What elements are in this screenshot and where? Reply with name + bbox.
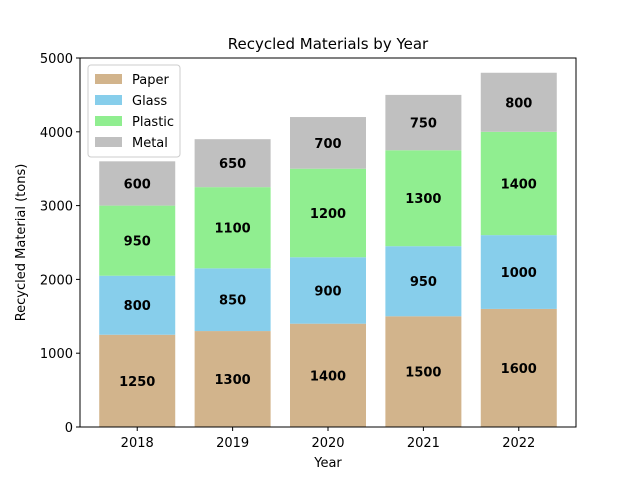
y-tick-label-1000: 1000: [40, 347, 73, 362]
data-label-metal-2020: 700: [314, 137, 341, 152]
bar-plastic-2019: [194, 187, 271, 269]
data-label-glass-2020: 900: [314, 284, 341, 299]
bar-metal-2020: [290, 117, 366, 169]
x-axis-label: Year: [313, 456, 342, 471]
data-label-plastic-2019: 1100: [215, 222, 251, 237]
bar-paper-2020: [290, 323, 366, 427]
legend-label-glass: Glass: [132, 94, 167, 109]
legend-swatch-metal: [95, 137, 122, 147]
x-tick-label-2020: 2020: [311, 436, 344, 451]
bar-paper-2018: [99, 334, 176, 427]
data-label-paper-2018: 1250: [119, 375, 155, 390]
bar-glass-2021: [385, 246, 462, 317]
legend-label-metal: Metal: [132, 136, 168, 151]
data-label-paper-2020: 1400: [310, 369, 346, 384]
x-tick-label-2021: 2021: [407, 436, 440, 451]
bar-glass-2022: [480, 235, 557, 309]
bars-group: [99, 72, 557, 427]
y-tick-label-2000: 2000: [40, 273, 73, 288]
bar-plastic-2020: [290, 168, 366, 258]
y-tick-label-5000: 5000: [40, 52, 73, 67]
legend: Paper Glass Plastic Metal: [87, 64, 181, 158]
bar-metal-2022: [480, 72, 557, 132]
bar-paper-2019: [194, 331, 271, 427]
bar-metal-2021: [385, 94, 462, 151]
data-label-glass-2019: 850: [219, 294, 246, 309]
bar-glass-2020: [290, 257, 366, 324]
x-tick-label-2018: 2018: [121, 436, 154, 451]
axes-group: 0 1000 2000 3000 4000 5000 2018 2019 2020 2021 202…: [40, 52, 577, 451]
bar-glass-2018: [99, 275, 176, 335]
bar-plastic-2018: [99, 205, 176, 276]
data-label-metal-2021: 750: [410, 117, 437, 132]
legend-label-plastic: Plastic: [132, 115, 174, 130]
x-tick-label-2022: 2022: [502, 436, 535, 451]
data-label-glass-2022: 1000: [501, 266, 537, 281]
data-label-paper-2022: 1600: [501, 362, 537, 377]
bar-glass-2019: [194, 268, 271, 332]
data-label-paper-2019: 1300: [215, 373, 251, 388]
data-label-metal-2019: 650: [219, 157, 246, 172]
bar-paper-2022: [480, 308, 557, 427]
y-tick-label-4000: 4000: [40, 126, 73, 141]
legend-label-paper: Paper: [132, 73, 169, 88]
data-label-metal-2022: 800: [505, 96, 532, 111]
legend-swatch-paper: [95, 74, 122, 84]
legend-swatch-glass: [95, 95, 122, 105]
y-tick-label-0: 0: [65, 421, 73, 436]
data-label-plastic-2020: 1200: [310, 207, 346, 222]
x-tick-label-2019: 2019: [216, 436, 249, 451]
bar-plastic-2021: [385, 150, 462, 247]
data-label-plastic-2021: 1300: [405, 192, 441, 207]
y-axis-label: Recycled Material (tons): [14, 164, 29, 322]
chart-title: Recycled Materials by Year: [228, 35, 429, 53]
legend-swatch-plastic: [95, 116, 122, 126]
legend-box: [87, 64, 181, 158]
bar-paper-2021: [385, 316, 462, 427]
bar-labels-group: 1250 800 950 600 1300 850 1100 650 1400 900 1200 70…: [119, 96, 537, 390]
data-label-metal-2018: 600: [124, 177, 151, 192]
data-label-glass-2018: 800: [124, 299, 151, 314]
y-tick-label-3000: 3000: [40, 200, 73, 215]
bar-metal-2018: [99, 161, 176, 206]
bar-metal-2019: [194, 139, 271, 188]
data-label-plastic-2022: 1400: [501, 177, 537, 192]
data-label-paper-2021: 1500: [405, 366, 441, 381]
data-label-glass-2021: 950: [410, 275, 437, 290]
data-label-plastic-2018: 950: [124, 235, 151, 250]
bar-plastic-2022: [480, 131, 557, 236]
